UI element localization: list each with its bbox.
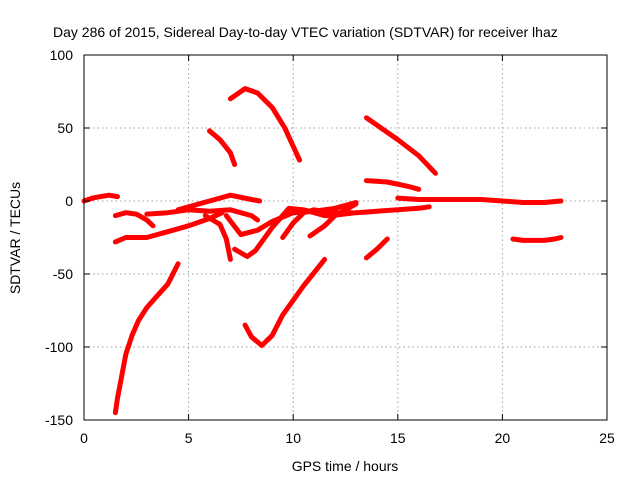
series-arc-9 [202, 213, 233, 262]
x-tick-label: 20 [495, 430, 511, 446]
x-tick-label: 15 [390, 430, 406, 446]
plot-frame [83, 54, 608, 421]
y-tick-label: 50 [57, 120, 73, 136]
chart-title: Day 286 of 2015, Sidereal Day-to-day VTE… [53, 24, 558, 40]
y-tick-label: 0 [65, 193, 73, 209]
series-arc-7 [207, 128, 238, 167]
data-series [81, 86, 564, 416]
series-arc-5 [144, 207, 261, 223]
series-arc-11 [227, 86, 302, 163]
series-arc-4 [112, 261, 181, 416]
grid [84, 55, 607, 420]
series-arc-20 [510, 235, 564, 243]
y-axis-label: SDTVAR / TECUs [7, 182, 23, 294]
series-arc-17 [363, 115, 438, 176]
series-arc-12 [242, 256, 328, 348]
x-axis-label: GPS time / hours [292, 458, 399, 474]
x-tick-label: 5 [185, 430, 193, 446]
series-arc-1 [81, 192, 120, 204]
x-tick-label: 25 [599, 430, 615, 446]
series-arc-14 [307, 201, 359, 239]
series-arc-19 [395, 195, 564, 205]
series-arc-16 [363, 178, 422, 192]
y-tick-label: -100 [45, 339, 73, 355]
y-tick-label: -150 [45, 412, 73, 428]
series-arc-15 [328, 204, 432, 219]
x-tick-label: 0 [80, 430, 88, 446]
series-arc-2 [112, 210, 156, 229]
y-tick-label: 100 [50, 47, 74, 63]
series-arc-10 [232, 205, 338, 259]
series-arc-18 [363, 236, 390, 261]
x-tick-label: 10 [285, 430, 301, 446]
series-arc-6 [175, 192, 263, 213]
y-tick-label: -50 [53, 266, 73, 282]
axis-ticks: 0 5 10 15 20 25 -150 -100 -50 0 50 100 [45, 47, 615, 446]
